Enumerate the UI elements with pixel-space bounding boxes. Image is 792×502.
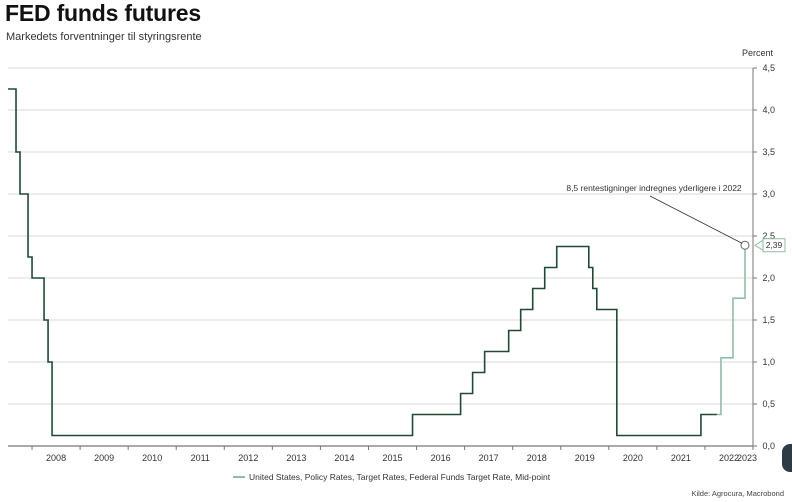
chart-title: FED funds futures — [5, 0, 201, 26]
x-tick-label: 2022 — [719, 453, 739, 463]
x-tick-label: 2021 — [671, 453, 691, 463]
annotation-leader-line — [649, 195, 743, 244]
annotation-text: 8,5 rentestigninger indregnes yderligere… — [566, 183, 742, 193]
x-tick-label: 2011 — [191, 453, 210, 463]
x-tick-label: 2018 — [527, 453, 547, 463]
y-tick-label: 4,5 — [762, 63, 775, 73]
y-axis: 0,0 0,5 1,0 1,5 2,0 2,5 3,0 3,5 4,0 4,5 Percent — [742, 48, 775, 451]
end-value-label: 2,39 — [766, 240, 783, 250]
x-tick-label: 2023 — [737, 453, 757, 463]
x-tick-label: 2016 — [431, 453, 451, 463]
y-axis-title: Percent — [742, 48, 774, 58]
y-tick-label: 4,0 — [762, 105, 775, 115]
series-group — [8, 88, 746, 437]
x-axis: 2008 2009 2010 2011 2012 2013 2014 2015 2016 2017… — [31, 446, 757, 463]
legend-label: United States, Policy Rates, Target Rate… — [249, 472, 551, 482]
x-tick-label: 2010 — [142, 453, 162, 463]
y-tick-label: 3,0 — [762, 189, 775, 199]
source-note: Kilde: Agrocura, Macrobond — [691, 489, 784, 498]
x-tick-label: 2013 — [286, 453, 306, 463]
end-value-pointer — [754, 239, 764, 252]
x-tick-label: 2019 — [575, 453, 595, 463]
x-tick-label: 2008 — [46, 453, 66, 463]
legend: United States, Policy Rates, Target Rate… — [233, 472, 550, 482]
end-point-marker — [740, 240, 750, 250]
y-tick-label: 0,5 — [762, 399, 775, 409]
x-tick-label: 2015 — [383, 453, 403, 463]
y-tick-label: 1,0 — [762, 357, 775, 367]
y-tick-label: 1,5 — [762, 315, 775, 325]
y-tick-label: 0,0 — [762, 441, 775, 451]
end-value-box — [762, 238, 786, 253]
chart-subtitle: Markedets forventninger til styringsrent… — [6, 31, 202, 43]
x-tick-label: 2017 — [479, 453, 499, 463]
series-line-forecast — [716, 245, 746, 416]
x-tick-label: 2020 — [623, 453, 643, 463]
y-tick-label: 3,5 — [762, 147, 775, 157]
x-tick-label: 2014 — [334, 453, 354, 463]
annotation-group: 2,39 8,5 rentestigninger indregnes yderli… — [566, 183, 786, 253]
series-line-historical — [8, 88, 717, 437]
y-tick-label: 2,0 — [762, 273, 775, 283]
corner-badge-icon — [782, 444, 792, 472]
gridlines — [8, 67, 753, 447]
x-tick-label: 2009 — [94, 453, 114, 463]
x-tick-label: 2012 — [238, 453, 258, 463]
legend-swatch — [233, 476, 245, 478]
y-tick-label: 2,5 — [762, 231, 775, 241]
